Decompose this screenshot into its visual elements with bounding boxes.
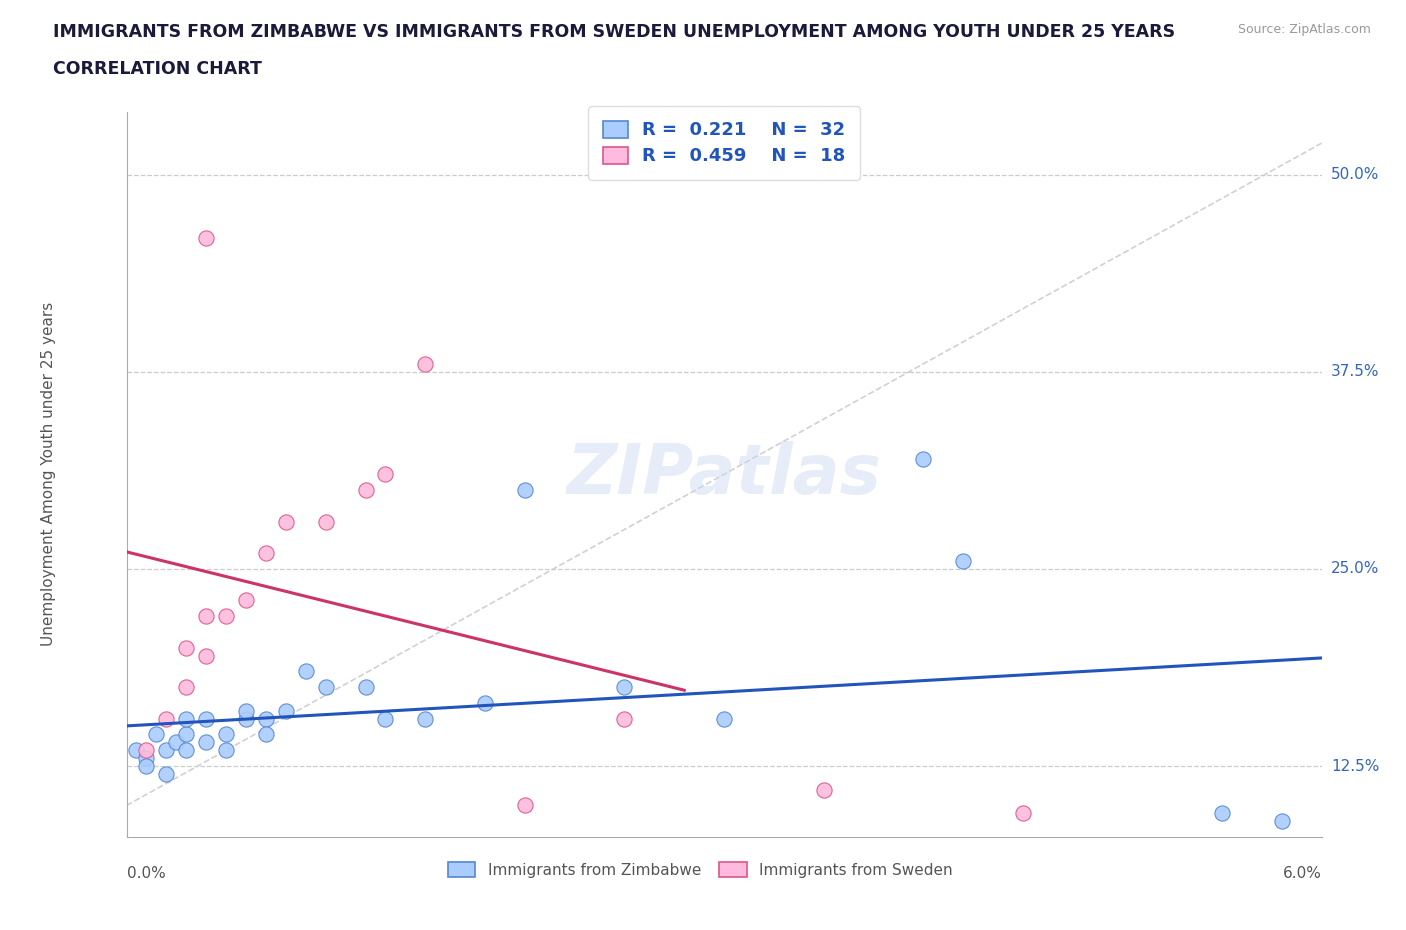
Point (374, 467, 396, 482)
Point (274, 514, 297, 529)
Point (135, 759, 157, 774)
Point (274, 703, 297, 718)
Point (174, 711, 197, 726)
Point (155, 766, 177, 781)
Point (1211, 806, 1233, 821)
Point (413, 356, 436, 371)
Point (195, 735, 218, 750)
Point (474, 696, 496, 711)
Point (613, 680, 636, 695)
Point (155, 743, 177, 758)
Point (155, 711, 177, 726)
Point (174, 680, 197, 695)
Point (145, 727, 167, 742)
Point (315, 680, 337, 695)
Text: 50.0%: 50.0% (1331, 167, 1379, 182)
Point (235, 711, 257, 726)
Point (165, 735, 187, 750)
Point (174, 727, 197, 742)
Point (254, 711, 277, 726)
Point (254, 727, 277, 742)
Point (713, 711, 735, 726)
Text: 25.0%: 25.0% (1331, 562, 1379, 577)
Legend: Immigrants from Zimbabwe, Immigrants from Sweden: Immigrants from Zimbabwe, Immigrants fro… (441, 856, 959, 884)
Text: 0.0%: 0.0% (127, 866, 166, 881)
Point (315, 514, 337, 529)
Point (952, 553, 974, 568)
Point (195, 609, 218, 624)
Point (235, 703, 257, 718)
Point (135, 751, 157, 765)
Text: 37.5%: 37.5% (1331, 365, 1379, 379)
Point (195, 711, 218, 726)
Point (254, 546, 277, 561)
Point (174, 743, 197, 758)
Point (215, 743, 238, 758)
Text: 12.5%: 12.5% (1331, 759, 1379, 774)
Point (195, 231, 218, 246)
Point (912, 451, 935, 466)
Point (613, 711, 636, 726)
Point (195, 648, 218, 663)
Text: Unemployment Among Youth under 25 years: Unemployment Among Youth under 25 years (41, 302, 56, 646)
Point (374, 711, 396, 726)
Point (413, 711, 436, 726)
Point (1271, 814, 1294, 829)
Point (813, 782, 835, 797)
Point (354, 483, 377, 498)
Point (513, 483, 536, 498)
Point (354, 680, 377, 695)
Text: CORRELATION CHART: CORRELATION CHART (53, 60, 263, 78)
Point (135, 743, 157, 758)
Point (1011, 806, 1033, 821)
Point (235, 593, 257, 608)
Point (215, 727, 238, 742)
Text: IMMIGRANTS FROM ZIMBABWE VS IMMIGRANTS FROM SWEDEN UNEMPLOYMENT AMONG YOUTH UNDE: IMMIGRANTS FROM ZIMBABWE VS IMMIGRANTS F… (53, 23, 1175, 41)
Text: Source: ZipAtlas.com: Source: ZipAtlas.com (1237, 23, 1371, 36)
Point (174, 641, 197, 656)
Point (294, 664, 316, 679)
Text: 6.0%: 6.0% (1282, 866, 1322, 881)
Point (513, 798, 536, 813)
Text: ZIPatlas: ZIPatlas (567, 441, 882, 508)
Point (215, 609, 238, 624)
Point (125, 743, 148, 758)
